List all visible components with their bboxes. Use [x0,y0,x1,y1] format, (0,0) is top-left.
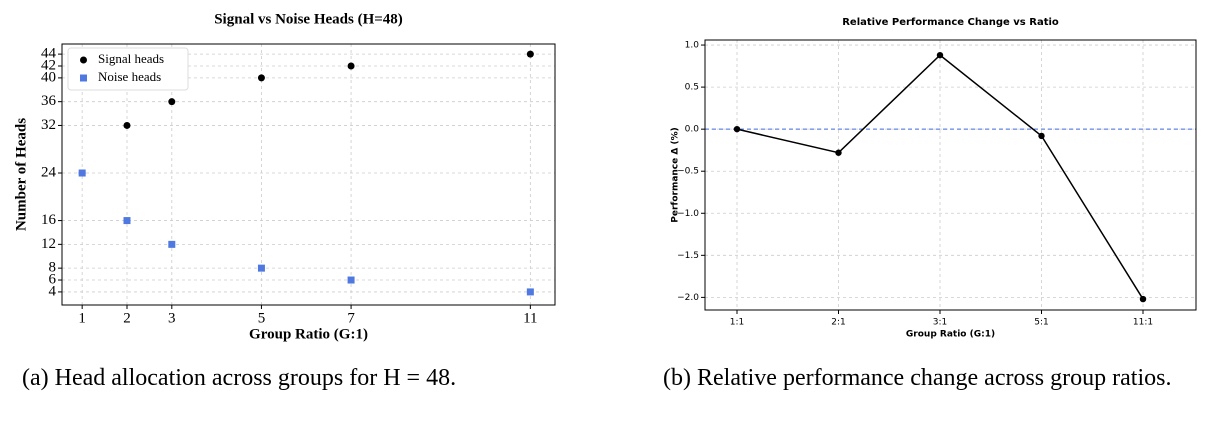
y-tick-label: 6 [49,271,57,287]
y-tick-label: 32 [41,117,56,133]
x-tick-label: 2 [123,310,131,326]
x-tick-label: 1 [78,310,86,326]
plot-frame [61,43,556,306]
y-tick-label: 40 [41,69,56,85]
x-tick-label: 2:1 [831,318,845,328]
x-tick-label: 11:1 [1133,318,1153,328]
y-axis-label: Performance Δ (%) [671,127,681,222]
legend-box [67,47,189,91]
point [168,98,176,106]
y-tick-label: 4 [49,283,57,299]
point [123,121,131,129]
y-tick-label: 1.0 [685,41,700,51]
point [1038,132,1045,140]
point [257,264,265,272]
x-axis-label: Group Ratio (G:1) [906,330,995,340]
x-tick-label: 11 [523,310,537,326]
point [123,217,131,225]
chart-title: Signal vs Noise Heads (H=48) [214,11,403,27]
point [347,276,355,284]
chart-title: Relative Performance Change vs Ratio [842,17,1059,28]
point [257,74,265,82]
x-tick-label: 5 [258,310,266,326]
caption: (a) Head allocation across groups for H … [22,365,457,391]
legend-label: Signal heads [98,51,164,66]
y-tick-label: 36 [41,93,57,109]
plot-frame [704,39,1197,311]
x-axis-label: Group Ratio (G:1) [249,326,368,342]
point [526,50,534,58]
y-tick-label: 12 [41,236,56,252]
x-tick-label: 1:1 [730,318,744,328]
x-tick-label: 3:1 [933,318,947,328]
y-tick-label: 42 [41,57,56,73]
point [733,125,741,133]
legend-marker [80,74,87,82]
chart: 1.0 0.5 0.0 −0.5 −1.0 −1.5 −2.0 1:1 2:1 3:1 5:1 11:… [671,17,1197,340]
y-tick-label: 16 [41,212,57,228]
legend-marker [80,56,87,64]
x-tick-label: 5:1 [1034,318,1048,328]
y-tick-label: 44 [41,46,57,62]
y-tick-label: −2.0 [677,293,699,303]
y-tick-label: 0.0 [685,125,700,135]
y-tick-label: 0.5 [685,83,699,93]
point [526,288,534,296]
y-tick-label: 24 [41,164,57,180]
y-tick-label: −1.0 [677,209,699,219]
y-tick-label: −0.5 [677,167,699,177]
point [1139,295,1147,303]
x-tick-label: 3 [168,310,176,326]
point [347,62,355,70]
y-axis-label: Number of Heads [13,118,29,231]
legend-label: Noise heads [98,69,161,84]
point [835,149,842,156]
point [168,240,176,248]
point [78,169,86,177]
point [936,51,944,59]
y-tick-label: −1.5 [677,251,699,261]
y-tick-label: 8 [49,260,57,276]
x-tick-label: 7 [347,310,355,326]
caption: (b) Relative performance change across g… [663,365,1172,391]
